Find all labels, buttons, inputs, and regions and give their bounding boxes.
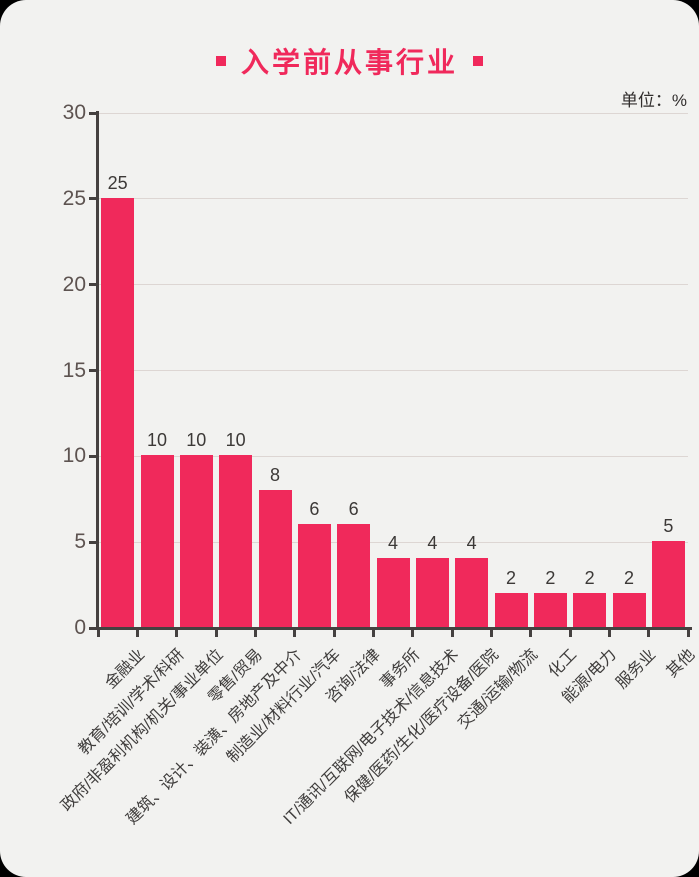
title-bullet-left-icon — [215, 56, 226, 66]
bar — [376, 558, 410, 627]
y-axis-tick-label: 15 — [62, 358, 86, 382]
chart-title-text: 入学前从事行业 — [240, 47, 458, 78]
y-axis-tick — [89, 111, 98, 115]
x-axis-tick — [214, 627, 218, 637]
y-axis-tick — [89, 197, 98, 201]
bar-value-label: 2 — [505, 567, 516, 588]
bar-value-label: 2 — [545, 567, 556, 588]
bar-value-label: 10 — [225, 430, 246, 451]
y-axis-line — [96, 111, 99, 630]
x-axis-tick — [175, 627, 179, 637]
bar-value-label: 10 — [146, 430, 167, 451]
y-gridline — [98, 198, 688, 200]
y-axis-tick — [89, 454, 98, 458]
x-axis-tick — [647, 627, 651, 637]
bar — [140, 455, 174, 627]
x-axis-tick — [411, 627, 415, 637]
y-axis-tick-label: 10 — [62, 444, 86, 468]
x-axis-tick — [529, 627, 533, 637]
y-gridline — [98, 370, 688, 371]
bar — [573, 592, 607, 627]
y-axis-tick-label: 30 — [62, 101, 86, 124]
bar — [651, 541, 685, 627]
bar — [258, 489, 292, 627]
x-axis-tick — [686, 627, 690, 637]
bar — [337, 524, 371, 627]
x-axis-tick — [568, 627, 572, 637]
bar-value-label: 25 — [107, 172, 128, 193]
bar-value-label: 5 — [663, 516, 674, 537]
x-axis-tick — [489, 627, 493, 637]
y-gridline — [98, 455, 688, 457]
bar-value-label: 6 — [348, 499, 359, 519]
bar — [101, 197, 135, 627]
bar — [415, 558, 449, 627]
bar — [179, 455, 213, 627]
x-axis-tick — [607, 627, 611, 637]
x-axis-tick — [253, 627, 257, 637]
y-axis-tick-label: 5 — [74, 530, 86, 554]
x-axis-tick — [332, 627, 336, 637]
bar — [533, 592, 567, 627]
y-gridline — [98, 112, 688, 114]
bar-value-label: 10 — [186, 430, 207, 451]
y-axis-tick — [89, 369, 98, 372]
unit-label: 单位：% — [620, 91, 687, 110]
x-axis-tick — [135, 627, 139, 637]
bar-value-label: 4 — [466, 533, 477, 554]
x-axis-tick — [293, 627, 297, 637]
bar — [612, 592, 646, 627]
x-axis-category-label: 服务业 — [613, 646, 660, 693]
y-gridline — [98, 541, 688, 543]
bar — [455, 558, 489, 627]
y-axis-tick — [89, 626, 98, 630]
y-axis-tick — [89, 540, 98, 544]
bar-value-label: 6 — [309, 499, 320, 519]
y-axis-tick-label: 0 — [74, 616, 86, 639]
bar-value-label: 2 — [623, 567, 634, 588]
y-axis-tick-label: 25 — [62, 186, 86, 210]
y-axis-tick-label: 20 — [62, 272, 86, 296]
title-bullet-right-icon — [473, 56, 483, 66]
bar-value-label: 4 — [387, 533, 398, 554]
x-axis-tick — [371, 627, 375, 637]
bar-value-label: 4 — [427, 533, 438, 554]
chart-title: 入学前从事行业 — [0, 44, 699, 78]
y-axis-tick — [89, 283, 98, 287]
bar-value-label: 2 — [584, 567, 595, 588]
bar — [494, 592, 528, 627]
bar-value-label: 8 — [269, 464, 280, 485]
x-axis-tick — [450, 627, 454, 637]
y-gridline — [98, 284, 688, 286]
bar — [297, 524, 331, 627]
x-axis-line — [95, 627, 692, 630]
bar — [219, 455, 253, 627]
x-axis-tick — [96, 627, 100, 637]
x-axis-category-label: 其他 — [663, 646, 699, 681]
